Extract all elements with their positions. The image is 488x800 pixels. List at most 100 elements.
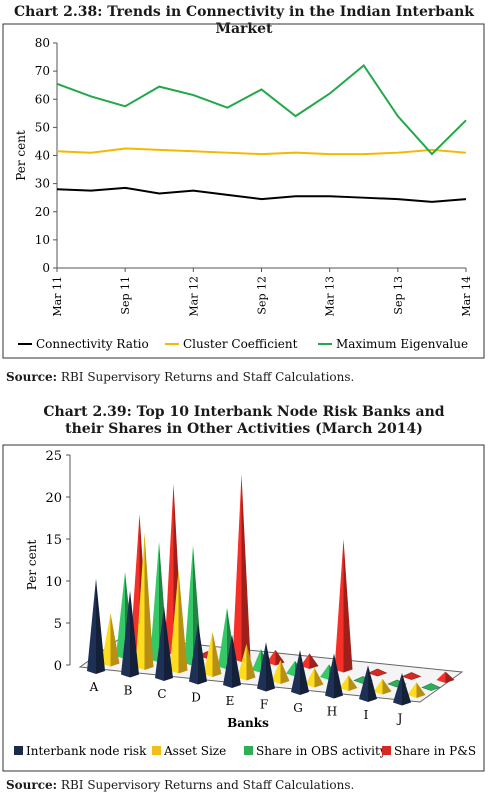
- chart2-category-label: E: [226, 694, 235, 708]
- chart2-category-label: C: [157, 687, 166, 701]
- chart2-bar-1-shade: [212, 632, 222, 677]
- chart2-bar-1-shade: [314, 667, 324, 688]
- chart2-bar-0: [223, 634, 232, 688]
- chart1-title: Chart 2.38: Trends in Connectivity in th…: [14, 4, 474, 37]
- chart1-legend-label: Connectivity Ratio: [36, 337, 149, 351]
- source-text-1: RBI Supervisory Returns and Staff Calcul…: [57, 370, 355, 384]
- chart2-bar-3-shade: [309, 653, 319, 669]
- source-note-1: Source: RBI Supervisory Returns and Staf…: [6, 370, 354, 384]
- chart2-bar-2: [286, 660, 295, 677]
- chart1-y-tick-label: 10: [35, 233, 50, 247]
- chart2-bar-1-shade: [178, 569, 188, 674]
- source-note-2: Source: RBI Supervisory Returns and Staf…: [6, 778, 354, 792]
- chart2-legend-label: Share in OBS activity: [256, 744, 387, 758]
- chart2-bar-2: [320, 664, 329, 680]
- chart2-bar-0: [393, 673, 402, 706]
- chart2-bar-2: [252, 649, 261, 673]
- chart2-legend-label: Share in P&S: [394, 744, 476, 758]
- chart2-bar-3-shade: [275, 649, 285, 666]
- chart2-bar-0: [189, 622, 198, 685]
- chart2-bar-0: [121, 590, 130, 678]
- chart2-y-axis-label: Per cent: [25, 540, 39, 591]
- chart2-bar-0: [87, 578, 96, 674]
- chart2-bar-0-shade: [368, 665, 377, 702]
- chart1-x-tick-label: Sep 13: [392, 276, 405, 315]
- chart1-x-tick-label: Mar 14: [460, 276, 473, 317]
- chart2-bar-2: [116, 572, 125, 659]
- chart1-legend-label: Cluster Coefficient: [183, 337, 298, 351]
- chart2-bar-0: [325, 653, 334, 699]
- chart2-bar-1: [135, 532, 145, 670]
- chart2-category-label: G: [293, 701, 303, 715]
- chart2-bar-3: [232, 474, 242, 662]
- chart1-y-tick-label: 40: [35, 149, 50, 163]
- chart1-line-chart: 0 10 20 30 40 50 60 70 80 Per cent Mar 11 Sep 11 Mar…: [2, 23, 485, 359]
- chart2-legend-swatch: [14, 746, 23, 755]
- chart1-y-tick-label: 20: [35, 205, 50, 219]
- chart2-bar-1: [101, 613, 111, 667]
- chart1-y-tick-label: 50: [35, 120, 50, 134]
- chart2-bar-1-shade: [348, 675, 358, 691]
- chart2-bar-0-shade: [130, 590, 139, 678]
- chart2-bar-1: [271, 660, 281, 684]
- chart2-legend-swatch: [244, 746, 253, 755]
- source-text-2: RBI Supervisory Returns and Staff Calcul…: [57, 778, 355, 792]
- chart1-y-axis-label: Per cent: [14, 130, 28, 181]
- chart1-y-tick-label: 30: [35, 177, 50, 191]
- chart2-y-tick-label: 0: [54, 659, 62, 674]
- chart2-bar-1: [169, 569, 179, 674]
- chart2-bar-1: [339, 675, 349, 691]
- chart1-x-tick-label: Sep 12: [256, 276, 269, 315]
- chart2-bar-0: [257, 642, 266, 692]
- chart2-bar-3-shade: [343, 539, 353, 673]
- chart1-series-line-1: [56, 147, 467, 156]
- chart1-x-tick-label: Sep 11: [119, 276, 132, 315]
- chart2-bar-1-shade: [110, 613, 120, 667]
- chart2-bar-3: [436, 671, 446, 683]
- chart2-bar-0: [155, 606, 164, 681]
- chart2-y-tick-label: 25: [45, 449, 62, 464]
- chart2-bar-0-shade: [96, 578, 105, 674]
- chart2-bar-0: [359, 665, 368, 702]
- chart2-category-label: H: [327, 705, 337, 719]
- chart1-frame: [2, 23, 485, 359]
- chart1-y-tick-label: 80: [35, 36, 50, 50]
- chart2-legend-swatch: [382, 746, 391, 755]
- chart2-y-tick-label: 15: [45, 533, 62, 548]
- chart2-3d-bar-chart: 0 5 10 15 20 25 Per cent A B C D E F G H I J Banks Interba…: [2, 444, 485, 772]
- chart2-bar-3: [334, 539, 344, 673]
- chart1-y-tick-label: 0: [42, 261, 50, 275]
- chart2-bar-2: [218, 607, 227, 670]
- chart2-category-label: F: [260, 698, 268, 712]
- chart2-category-label: J: [396, 712, 403, 726]
- chart2-bar-0-shade: [300, 650, 309, 695]
- chart1-legend-label: Maximum Eigenvalue: [336, 337, 468, 351]
- chart2-bar-2: [150, 541, 159, 663]
- chart2-x-axis-label: Banks: [227, 716, 269, 730]
- chart2-bar-1-shade: [144, 532, 154, 670]
- chart2-legend-swatch: [152, 746, 161, 755]
- chart2-frame: [2, 444, 485, 772]
- chart1-y-tick-label: 60: [35, 92, 50, 106]
- chart1-x-tick-label: Mar 13: [324, 276, 337, 317]
- chart2-y-tick-label: 5: [54, 617, 62, 632]
- chart2-bar-0-shade: [266, 642, 275, 692]
- chart2-bar-1: [407, 682, 417, 698]
- chart2-bar-0-shade: [232, 634, 241, 688]
- chart2-bar-0-shade: [198, 622, 207, 685]
- chart2-bar-1-shade: [382, 678, 392, 695]
- chart2-bar-0-shade: [334, 653, 343, 699]
- chart1-y-tick-label: 70: [35, 64, 50, 78]
- chart2-bar-3-shade: [241, 474, 251, 662]
- chart2-bar-3: [367, 668, 388, 677]
- chart2-legend-label: Interbank node risk: [26, 744, 147, 758]
- chart2-bar-1: [305, 667, 315, 688]
- chart2-category-label: A: [89, 680, 99, 694]
- chart2-bar-0-shade: [164, 606, 173, 681]
- chart2-legend-label: Asset Size: [163, 744, 226, 758]
- chart2-bar-1: [373, 678, 383, 695]
- chart2-bar-1-shade: [416, 682, 426, 698]
- chart2-bar-3: [164, 484, 174, 655]
- chart1-series-line-2: [56, 64, 467, 156]
- chart2-y-tick-label: 20: [45, 491, 62, 506]
